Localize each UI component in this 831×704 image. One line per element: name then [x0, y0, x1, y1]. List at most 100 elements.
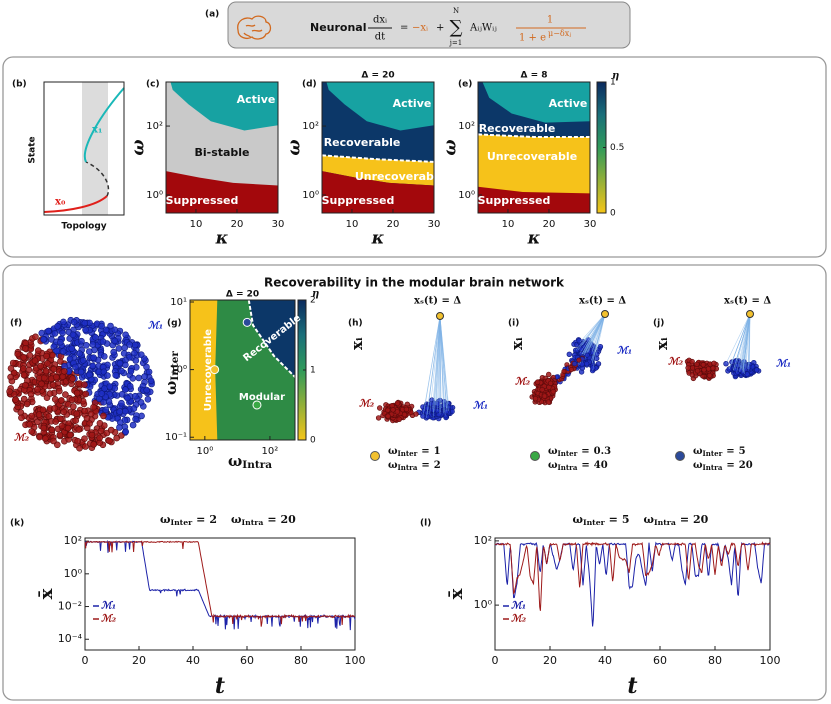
annotation: xₛ(t) = Δ: [579, 296, 626, 307]
y-tick-label: 10⁻⁴: [58, 632, 83, 645]
node: [70, 403, 77, 410]
node: [19, 365, 27, 372]
node: [90, 441, 97, 448]
text-part: 2: [209, 513, 217, 526]
edge: [439, 315, 445, 413]
x-tick-label: 20: [132, 654, 146, 667]
node: [143, 386, 150, 394]
branch-label: x₁: [92, 125, 102, 136]
node: [541, 393, 548, 399]
node: [144, 395, 152, 403]
y-tick-label: 10²: [146, 121, 163, 132]
y-tick-label: 10⁰: [64, 567, 83, 580]
eq-part: j=1: [449, 39, 463, 47]
colorbar-tick-label: 1: [310, 366, 316, 376]
module-label: ℳ₁: [473, 401, 488, 412]
y-tick-label: 10²: [302, 121, 319, 132]
unrecoverable-region: [322, 155, 434, 186]
region-label: Suppressed: [478, 194, 551, 207]
boundary: [321, 154, 435, 163]
node: [70, 318, 78, 326]
node: [18, 414, 25, 422]
eq-part: N: [453, 7, 459, 15]
y-axis-label: ω: [285, 139, 305, 155]
node: [116, 359, 124, 367]
node: [706, 372, 713, 379]
node: [76, 350, 83, 357]
node: [754, 367, 760, 373]
x-tick-label: 100: [760, 654, 781, 667]
node: [90, 354, 97, 362]
node: [79, 356, 87, 364]
legend-label: ℳ₂: [101, 614, 117, 625]
node: [98, 390, 105, 397]
node: [147, 377, 155, 385]
node: [138, 351, 145, 359]
node: [694, 368, 701, 374]
text-part: Intra: [703, 463, 723, 472]
node: [694, 361, 700, 367]
node: [572, 361, 578, 367]
colorbar-label: η: [612, 71, 619, 82]
plot-frame: [43, 81, 125, 216]
panel-label: (g): [167, 319, 182, 329]
node: [107, 426, 115, 434]
node: [100, 412, 107, 420]
branch-label: x₀: [55, 197, 66, 208]
node: [42, 367, 50, 375]
node: [83, 424, 91, 432]
node: [83, 341, 90, 349]
text-part: Intra: [242, 518, 264, 527]
node: [111, 337, 118, 345]
panel-a-box: [227, 1, 631, 49]
text-part: ω: [573, 513, 584, 526]
x-tick-label: 40: [598, 654, 612, 667]
panel-label: (i): [508, 319, 519, 329]
module-label: ℳ₂: [668, 357, 684, 368]
node: [143, 363, 150, 371]
x-axis-label: κ: [527, 229, 541, 249]
node: [394, 400, 401, 406]
node: [20, 371, 28, 379]
node: [53, 347, 61, 355]
edge: [435, 315, 441, 406]
top-box: [2, 56, 827, 258]
node: [118, 367, 125, 375]
node: [122, 331, 129, 339]
node: [102, 406, 110, 414]
legend-marker: [530, 451, 540, 461]
node: [129, 421, 137, 429]
node: [701, 367, 707, 373]
node: [54, 322, 61, 330]
y-tick-label: 10¹: [170, 297, 187, 308]
panel-label: (k): [10, 519, 24, 529]
node: [69, 375, 76, 382]
panel-title: Δ = 20: [361, 71, 394, 81]
recoverable-region: [248, 300, 295, 377]
text-part: ω: [388, 446, 398, 457]
legend-text: ωInter = 0.3: [548, 446, 611, 459]
node: [106, 437, 113, 445]
node: [137, 399, 145, 406]
edge: [423, 315, 441, 412]
node: [583, 361, 590, 367]
node: [396, 416, 402, 422]
x-tick-label: 10: [190, 219, 203, 230]
node: [534, 379, 541, 385]
legend-text: ωInter = 5: [693, 446, 746, 459]
y-axis-label: x̄: [446, 588, 467, 599]
text-part: =: [421, 446, 429, 457]
eq-part: +: [436, 23, 444, 34]
node: [72, 363, 79, 371]
text-part: Inter: [398, 449, 418, 458]
node: [73, 410, 81, 418]
region-label: Unrecoverable: [355, 170, 445, 183]
node: [120, 350, 128, 357]
text-part: Inter: [170, 518, 193, 527]
node: [57, 397, 65, 404]
node: [61, 368, 68, 375]
edge: [729, 313, 751, 370]
panel-label: (e): [458, 80, 472, 90]
module-label: ℳ₂: [359, 399, 375, 410]
node: [98, 322, 105, 330]
